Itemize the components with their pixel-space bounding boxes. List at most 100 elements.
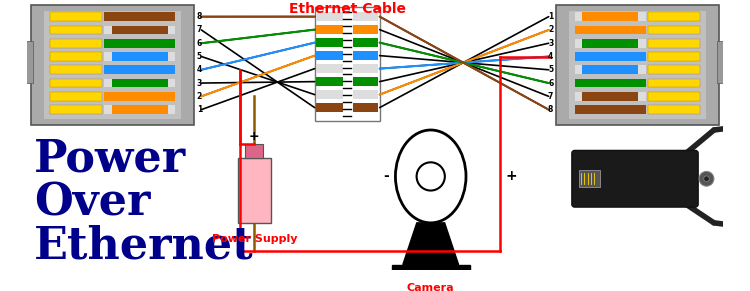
Bar (32, 5, 194, 125)
Bar (316, 90, 344, 99)
Bar (624, 65, 638, 74)
Bar (50, 39, 102, 47)
Bar (50, 65, 102, 74)
Bar (154, 26, 168, 34)
Bar (245, 144, 263, 158)
Bar (104, 92, 176, 101)
Text: Ethernet: Ethernet (34, 225, 254, 268)
Text: 7: 7 (548, 92, 554, 101)
Bar (569, 11, 706, 119)
Bar (579, 171, 600, 187)
Text: 3: 3 (548, 39, 554, 48)
Bar (104, 39, 176, 47)
Bar (140, 52, 154, 61)
Bar (582, 12, 596, 21)
Bar (140, 105, 154, 114)
Bar (316, 64, 344, 73)
Bar (648, 12, 700, 21)
Circle shape (416, 162, 445, 191)
Bar (596, 92, 610, 101)
Text: Power: Power (34, 137, 186, 180)
Bar (648, 105, 700, 114)
Text: 1: 1 (196, 105, 202, 114)
Text: 6: 6 (548, 79, 554, 88)
Bar (574, 65, 646, 74)
Bar (140, 26, 154, 34)
Bar (574, 52, 646, 61)
FancyBboxPatch shape (572, 150, 698, 207)
Text: 6: 6 (196, 39, 202, 48)
Bar (104, 26, 176, 34)
Bar (50, 52, 102, 61)
Text: Camera: Camera (407, 283, 454, 291)
Bar (126, 79, 140, 87)
Bar (50, 79, 102, 87)
Bar (596, 12, 610, 21)
Bar (104, 52, 176, 61)
Bar (104, 12, 176, 21)
Text: Over: Over (34, 181, 151, 224)
Bar (316, 103, 344, 112)
Bar (154, 79, 168, 87)
Bar (574, 26, 646, 34)
Bar (126, 52, 140, 61)
Bar (352, 51, 378, 60)
Bar (596, 65, 610, 74)
Polygon shape (403, 223, 458, 265)
Text: 8: 8 (196, 12, 202, 21)
Bar (392, 265, 470, 278)
Bar (574, 79, 646, 87)
Bar (112, 105, 126, 114)
Bar (596, 39, 610, 47)
Text: 3: 3 (196, 79, 202, 88)
Text: 7: 7 (196, 25, 202, 34)
Bar (154, 52, 168, 61)
Bar (50, 12, 102, 21)
Bar (352, 90, 378, 99)
Text: 8: 8 (548, 105, 554, 114)
Circle shape (699, 171, 714, 186)
Bar (574, 12, 646, 21)
Bar (126, 26, 140, 34)
Bar (648, 39, 700, 47)
Bar (610, 65, 624, 74)
Bar (582, 92, 596, 101)
Bar (22, 41, 33, 83)
Bar (44, 11, 181, 119)
Text: 4: 4 (548, 52, 554, 61)
Circle shape (704, 176, 710, 182)
Bar (610, 92, 624, 101)
Bar (140, 79, 154, 87)
Bar (624, 39, 638, 47)
Bar (154, 105, 168, 114)
Bar (238, 158, 271, 223)
Bar (717, 41, 728, 83)
Bar (112, 52, 126, 61)
Bar (574, 92, 646, 101)
Bar (316, 51, 344, 60)
Bar (316, 12, 344, 21)
Bar (112, 79, 126, 87)
Bar (316, 25, 344, 34)
Bar (104, 65, 176, 74)
Bar (316, 38, 344, 47)
Bar (352, 12, 378, 21)
Bar (610, 39, 624, 47)
Text: 5: 5 (548, 65, 554, 74)
Text: Power Supply: Power Supply (211, 234, 297, 244)
Text: +: + (249, 130, 259, 143)
Bar (624, 92, 638, 101)
Text: 2: 2 (548, 25, 554, 34)
Bar (104, 79, 176, 87)
Bar (352, 64, 378, 73)
Bar (648, 79, 700, 87)
Ellipse shape (395, 130, 466, 223)
Bar (648, 65, 700, 74)
Bar (648, 26, 700, 34)
Bar (352, 38, 378, 47)
Bar (126, 105, 140, 114)
Bar (648, 92, 700, 101)
Bar (112, 26, 126, 34)
Text: 5: 5 (196, 52, 202, 61)
Bar (50, 26, 102, 34)
